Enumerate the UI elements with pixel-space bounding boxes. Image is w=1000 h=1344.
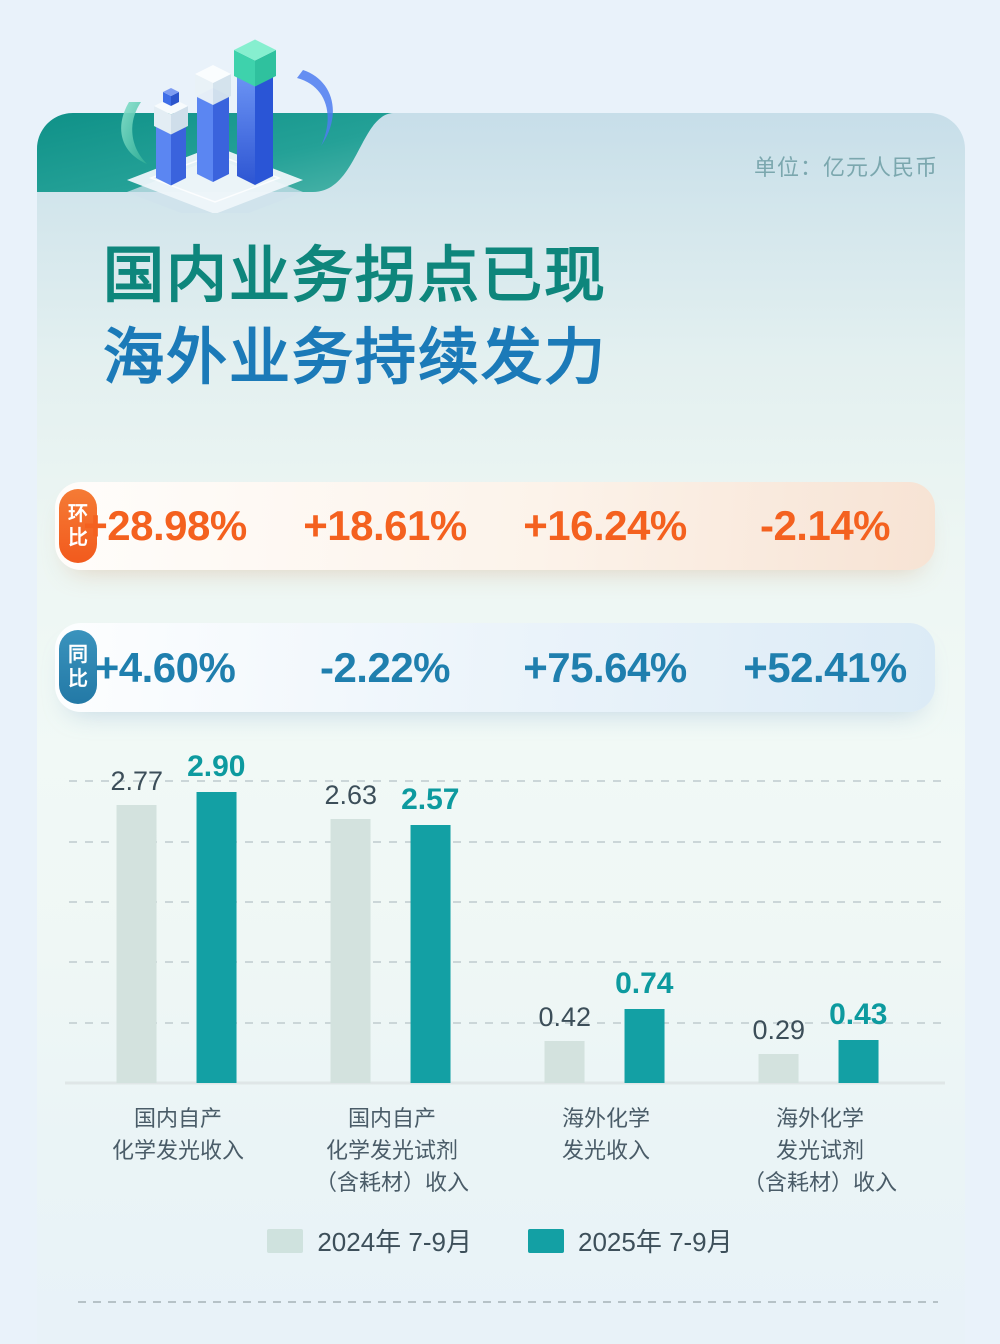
yoy-badge: 同比 [59, 630, 97, 704]
bar-2024 [544, 1041, 585, 1083]
mint-ribbon [121, 102, 147, 164]
bar-group-1: 2.77 2.90 [110, 750, 246, 1083]
legend-label-2025: 2025年 7-9月 [578, 1227, 733, 1257]
bar-middle [195, 65, 231, 182]
category-label-3: 海外化学 发光收入 [561, 1106, 650, 1163]
qoq-value: -2.14% [759, 502, 891, 549]
qoq-value: +18.61% [303, 502, 467, 549]
bar-2025 [624, 1009, 665, 1083]
qoq-value: +16.24% [523, 502, 687, 549]
title-line-2: 海外业务持续发力 [103, 323, 608, 391]
legend-item-2024: 2024年 7-9月 [267, 1222, 472, 1259]
bar-group-3: 0.42 0.74 [538, 967, 674, 1083]
legend-item-2025: 2025年 7-9月 [528, 1222, 733, 1259]
qoq-value: +28.98% [83, 502, 247, 549]
content-card [37, 113, 965, 1344]
blue-ribbon [297, 70, 333, 146]
yoy-row: 同比 +4.60% -2.22% +75.64% +52.41% [55, 623, 935, 712]
bar-2025 [196, 792, 237, 1083]
bar-2024 [330, 819, 371, 1083]
3d-bar-chart-illustration [121, 39, 333, 213]
bar-2025 [410, 825, 451, 1083]
category-label-4: 海外化学 发光试剂 （含耗材）收入 [742, 1106, 897, 1195]
title-line-1: 国内业务拐点已现 [103, 241, 608, 309]
bar-value-2025: 2.57 [401, 783, 460, 816]
category-label-2: 国内自产 化学发光试剂 （含耗材）收入 [314, 1106, 469, 1195]
yoy-value: -2.22% [319, 643, 451, 691]
bar-chart: 2.77 2.90 2.63 2.57 0.42 [65, 750, 945, 1083]
bar-2024 [758, 1054, 799, 1083]
bar-value-2024: 2.77 [110, 766, 164, 796]
bar-value-2025: 0.43 [829, 998, 888, 1031]
legend-label-2024: 2024年 7-9月 [317, 1227, 472, 1257]
bar-value-2025: 0.74 [615, 967, 674, 1000]
bar-group-2: 2.63 2.57 [324, 780, 460, 1083]
bar-2025 [838, 1040, 879, 1083]
bar-tall [234, 39, 276, 185]
qoq-row: 环比 +28.98% +18.61% +16.24% -2.14% [55, 482, 935, 570]
category-label-1: 国内自产 化学发光收入 [111, 1106, 244, 1163]
bar-short [154, 88, 188, 186]
yoy-value: +52.41% [743, 643, 907, 691]
chart-legend: 2024年 7-9月 2025年 7-9月 [0, 1222, 1000, 1259]
bar-2024 [116, 805, 157, 1083]
legend-swatch-2025 [528, 1228, 564, 1253]
bar-value-2024: 0.29 [752, 1015, 806, 1045]
bar-value-2025: 2.90 [187, 750, 246, 783]
bar-value-2024: 0.42 [538, 1002, 592, 1032]
qoq-values: +28.98% +18.61% +16.24% -2.14% [55, 482, 935, 570]
qoq-badge: 环比 [59, 489, 97, 563]
yoy-value: +4.60% [94, 643, 236, 691]
page-title: 国内业务拐点已现 海外业务持续发力 [103, 234, 607, 398]
yoy-values: +4.60% -2.22% +75.64% +52.41% [55, 623, 935, 712]
bar-group-4: 0.29 0.43 [752, 998, 888, 1083]
legend-swatch-2024 [267, 1228, 304, 1253]
bottom-divider [78, 1301, 938, 1303]
bar-value-2024: 2.63 [324, 780, 378, 810]
unit-label: 单位：亿元人民币 [753, 155, 938, 180]
yoy-value: +75.64% [523, 643, 687, 691]
